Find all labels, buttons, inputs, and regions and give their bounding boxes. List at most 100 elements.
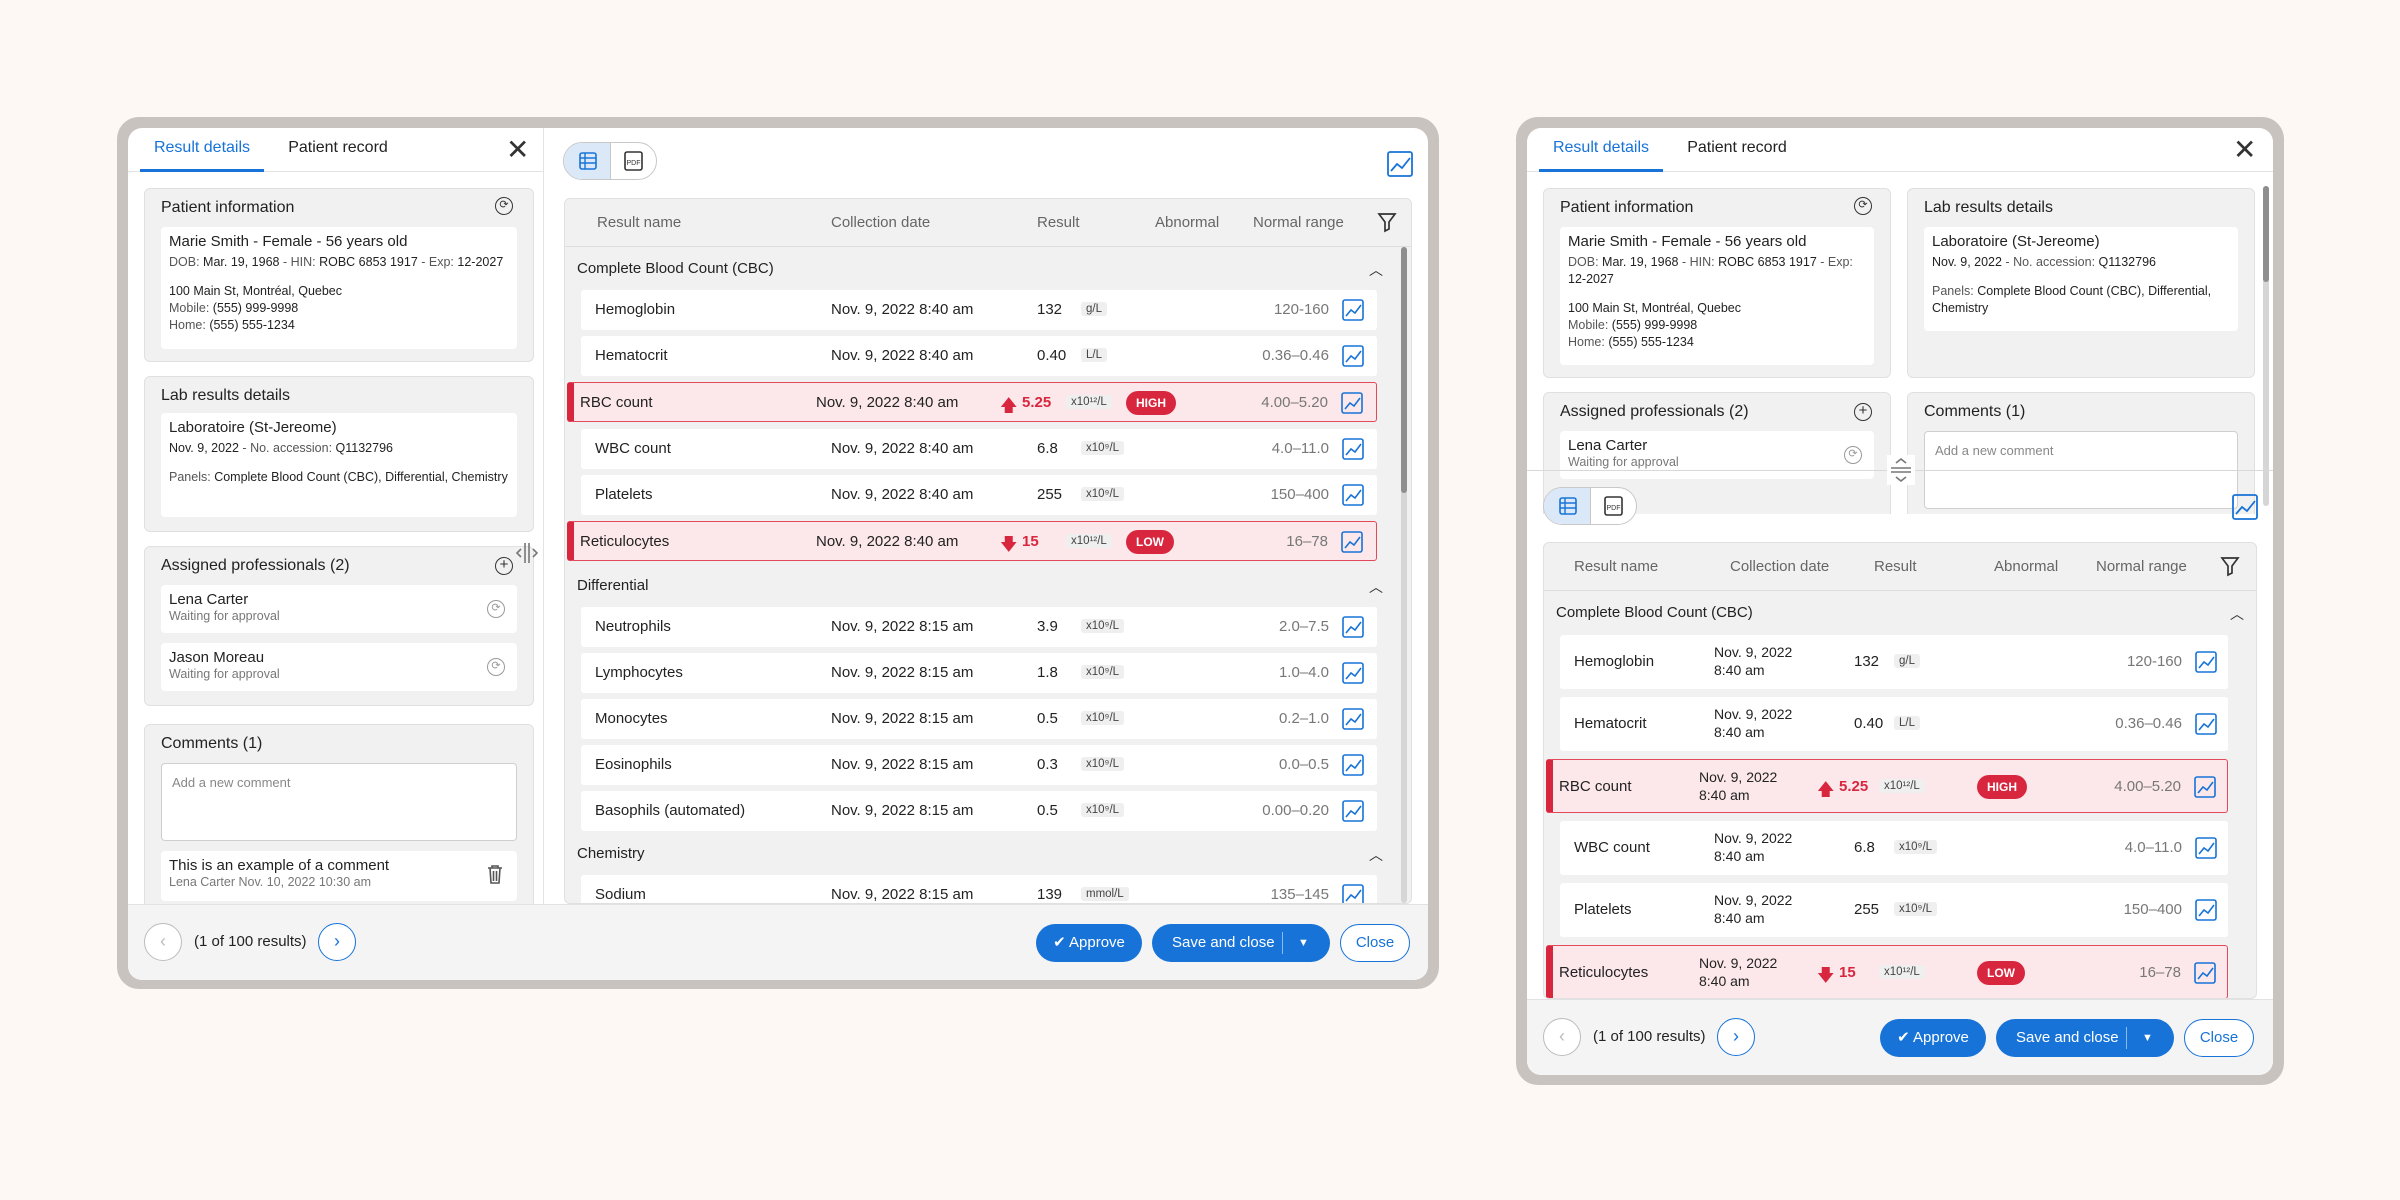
trend-chart-icon[interactable] — [1341, 344, 1365, 368]
trend-chart-icon[interactable] — [1341, 483, 1365, 507]
tab-patient-record[interactable]: Patient record — [1687, 139, 1787, 156]
table-scrollbar[interactable] — [1401, 247, 1407, 903]
table-row[interactable]: Hematocrit Nov. 9, 2022 8:40 am 0.40 L/L 0.36… — [1560, 697, 2228, 751]
trend-chart-icon[interactable] — [1341, 799, 1365, 823]
trend-chart-icon[interactable] — [2194, 650, 2218, 674]
filter-icon[interactable] — [1377, 211, 1397, 233]
patient-home: Home: (555) 555-1234 — [169, 318, 295, 332]
tab-result-details[interactable]: Result details — [140, 128, 264, 172]
approve-button[interactable]: ✔ Approve — [1880, 1019, 1986, 1057]
filter-icon[interactable] — [2220, 555, 2240, 577]
col-abnormal[interactable]: Abnormal — [1155, 214, 1220, 231]
trend-chart-icon[interactable] — [1341, 707, 1365, 731]
table-row[interactable]: Platelets Nov. 9, 2022 8:40 am 255 x10⁹/L 150… — [1560, 883, 2228, 937]
trend-chart-icon[interactable] — [1341, 615, 1365, 639]
previous-result-button[interactable]: ‹ — [144, 923, 182, 961]
view-toggle[interactable]: PDF — [1543, 487, 1637, 525]
col-normal-range[interactable]: Normal range — [2096, 558, 2187, 575]
details-scrollbar[interactable] — [2263, 186, 2269, 506]
dropdown-caret-icon[interactable]: ▼ — [1298, 937, 1309, 949]
trend-chart-icon[interactable] — [2231, 493, 2259, 521]
chevron-up-icon[interactable]: ︿ — [1369, 579, 1383, 595]
approve-button[interactable]: ✔ Approve — [1036, 924, 1142, 962]
table-row[interactable]: Reticulocytes Nov. 9, 2022 8:40 am 🡇 15 LOW x1… — [1546, 945, 2228, 998]
reassign-icon[interactable]: ⟳ — [487, 658, 505, 676]
table-row[interactable]: RBC count Nov. 9, 2022 8:40 am 🡅 5.25 HIGH x1… — [567, 382, 1377, 422]
trash-icon[interactable] — [485, 863, 505, 885]
collection-date: Nov. 9, 2022 8:15 am — [831, 710, 974, 727]
table-row[interactable]: Basophils (automated) Nov. 9, 2022 8:15 a… — [581, 791, 1377, 831]
col-collection-date[interactable]: Collection date — [831, 214, 931, 231]
previous-result-button[interactable]: ‹ — [1543, 1018, 1581, 1056]
trend-chart-icon[interactable] — [2194, 836, 2218, 860]
chevron-up-icon[interactable]: ︿ — [2230, 606, 2244, 622]
close-button[interactable]: Close — [2184, 1019, 2254, 1057]
table-row[interactable]: Eosinophils Nov. 9, 2022 8:15 am 0.3 x10⁹/L… — [581, 745, 1377, 785]
chevron-up-icon[interactable]: ︿ — [1369, 847, 1383, 863]
trend-chart-icon[interactable] — [2194, 712, 2218, 736]
view-toggle[interactable]: PDF — [563, 142, 657, 180]
refresh-icon[interactable]: ⟳ — [495, 197, 513, 215]
dropdown-caret-icon[interactable]: ▼ — [2142, 1032, 2153, 1044]
col-result-name[interactable]: Result name — [1574, 558, 1659, 575]
table-row[interactable]: Neutrophils Nov. 9, 2022 8:15 am 3.9 x10⁹/L… — [581, 607, 1377, 647]
close-icon[interactable]: ✕ — [506, 134, 530, 165]
comment-input[interactable]: Add a new comment — [161, 763, 517, 841]
reassign-icon[interactable]: ⟳ — [487, 600, 505, 618]
refresh-icon[interactable]: ⟳ — [1854, 197, 1872, 215]
next-result-button[interactable]: › — [318, 923, 356, 961]
trend-chart-icon[interactable] — [1341, 298, 1365, 322]
save-and-close-button[interactable]: Save and close ▼ — [1152, 924, 1330, 962]
add-professional-icon[interactable]: + — [495, 557, 513, 575]
col-abnormal[interactable]: Abnormal — [1994, 558, 2059, 575]
trend-chart-icon[interactable] — [2194, 898, 2218, 922]
trend-chart-icon[interactable] — [1340, 530, 1364, 554]
col-collection-date[interactable]: Collection date — [1730, 558, 1830, 575]
result-unit: L/L — [1081, 348, 1107, 362]
next-result-button[interactable]: › — [1717, 1018, 1755, 1056]
trend-chart-icon[interactable] — [1341, 753, 1365, 777]
add-professional-icon[interactable]: + — [1854, 403, 1872, 421]
trend-chart-icon[interactable] — [2193, 775, 2217, 799]
table-row[interactable]: WBC count Nov. 9, 2022 8:40 am 6.8 x10⁹/L 4.0… — [1560, 821, 2228, 875]
horizontal-resize-handle[interactable] — [1887, 455, 1915, 485]
trend-chart-icon[interactable] — [1340, 391, 1364, 415]
table-row[interactable]: Sodium Nov. 9, 2022 8:15 am 139 mmol/L 135–1… — [581, 875, 1377, 903]
col-normal-range[interactable]: Normal range — [1253, 214, 1344, 231]
table-row[interactable]: Reticulocytes Nov. 9, 2022 8:40 am 🡇 15 LOW x… — [567, 521, 1377, 561]
close-button[interactable]: Close — [1340, 924, 1410, 962]
table-row[interactable]: Platelets Nov. 9, 2022 8:40 am 255 x10⁹/L 15… — [581, 475, 1377, 515]
tab-result-details[interactable]: Result details — [1539, 128, 1663, 172]
panel-title: Assigned professionals (2) — [1560, 403, 1749, 420]
result-name: Neutrophils — [595, 618, 671, 635]
table-view-icon[interactable] — [1544, 488, 1591, 524]
col-result[interactable]: Result — [1037, 214, 1080, 231]
normal-range: 0.36–0.46 — [2115, 715, 2182, 732]
table-row[interactable]: Hemoglobin Nov. 9, 2022 8:40 am 132 g/L 120-… — [581, 290, 1377, 330]
col-result[interactable]: Result — [1874, 558, 1917, 575]
trend-chart-icon[interactable] — [1341, 661, 1365, 685]
collection-date: Nov. 9, 2022 8:15 am — [831, 618, 974, 635]
table-row[interactable]: Monocytes Nov. 9, 2022 8:15 am 0.5 x10⁹/L 0.… — [581, 699, 1377, 739]
table-row[interactable]: WBC count Nov. 9, 2022 8:40 am 6.8 x10⁹/L 4.… — [581, 429, 1377, 469]
normal-range: 120-160 — [1273, 301, 1329, 318]
pdf-view-icon[interactable]: PDF — [1591, 488, 1636, 524]
result-name: Platelets — [1574, 901, 1632, 918]
col-result-name[interactable]: Result name — [597, 214, 682, 231]
table-row[interactable]: Lymphocytes Nov. 9, 2022 8:15 am 1.8 x10⁹/L… — [581, 653, 1377, 693]
trend-chart-icon[interactable] — [1386, 150, 1414, 178]
reassign-icon[interactable]: ⟳ — [1844, 446, 1862, 464]
resize-handle[interactable] — [511, 540, 539, 566]
save-and-close-button[interactable]: Save and close ▼ — [1996, 1019, 2174, 1057]
trend-chart-icon[interactable] — [2193, 961, 2217, 985]
table-row[interactable]: RBC count Nov. 9, 2022 8:40 am 🡅 5.25 HIGH x10… — [1546, 759, 2228, 813]
close-icon[interactable]: ✕ — [2233, 134, 2257, 165]
table-row[interactable]: Hematocrit Nov. 9, 2022 8:40 am 0.40 L/L 0.3… — [581, 336, 1377, 376]
pdf-view-icon[interactable]: PDF — [611, 143, 656, 179]
table-view-icon[interactable] — [564, 143, 611, 179]
tab-patient-record[interactable]: Patient record — [288, 139, 388, 156]
trend-chart-icon[interactable] — [1341, 883, 1365, 903]
table-row[interactable]: Hemoglobin Nov. 9, 2022 8:40 am 132 g/L 120-1… — [1560, 635, 2228, 689]
chevron-up-icon[interactable]: ︿ — [1369, 262, 1383, 278]
trend-chart-icon[interactable] — [1341, 437, 1365, 461]
